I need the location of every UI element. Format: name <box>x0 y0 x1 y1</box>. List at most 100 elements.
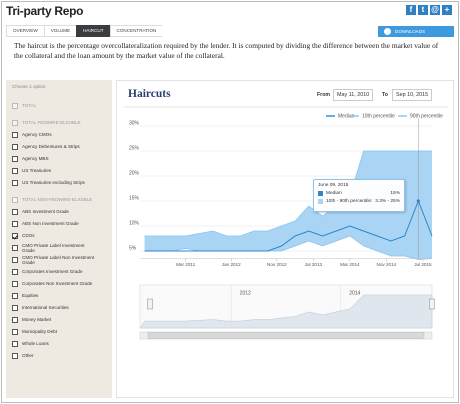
checkbox[interactable] <box>12 245 18 251</box>
tooltip-name: Median <box>326 191 342 196</box>
x-tick-label: Nov 2014 <box>376 261 397 267</box>
checkbox[interactable] <box>12 257 18 263</box>
checkbox[interactable] <box>12 197 18 203</box>
checkbox[interactable] <box>12 293 18 299</box>
option-label: Corporates Non Investment Grade <box>22 281 93 287</box>
option: CDOs <box>12 230 112 242</box>
option: Agency MBS <box>12 153 112 165</box>
option-group: TOTAL NON-FEDWIRE-ELIGIBLE <box>12 194 112 206</box>
option-label: ABS Investment Grade <box>22 209 69 215</box>
checkbox[interactable] <box>12 305 18 311</box>
option-label: Agency CMOs <box>22 132 52 138</box>
from-label: From <box>317 92 330 98</box>
option-label: TOTAL <box>22 103 37 109</box>
checkbox[interactable] <box>12 317 18 323</box>
sidebar: Choose 1 option TOTAL TOTAL FEDWIRE-ELIGI… <box>6 80 112 398</box>
option: Municipality Debt <box>12 326 112 338</box>
option: Corporates Investment Grade <box>12 266 112 278</box>
option-label: US Treasuries <box>22 168 52 174</box>
tooltip-date: June 09, 2015 <box>318 183 349 188</box>
option-label: Equities <box>22 293 39 299</box>
tooltip-name: 10th - 90th percentile: <box>326 199 373 204</box>
checkbox[interactable] <box>12 341 18 347</box>
option: Agency CMOs <box>12 129 112 141</box>
option: US Treasuries excluding Strips <box>12 177 112 189</box>
checkbox[interactable] <box>12 353 18 359</box>
checkbox[interactable] <box>12 103 18 109</box>
page-title: Tri-party Repo <box>6 4 84 18</box>
option-label: CDOs <box>22 233 35 239</box>
share-icon[interactable]: t <box>418 5 428 15</box>
option-label: Agency MBS <box>22 156 49 162</box>
option: Whole Loans <box>12 338 112 350</box>
x-tick-label: Jul 2015 <box>414 261 432 267</box>
tooltip-row: 10th - 90th percentile: 3.3% - 25% <box>318 199 400 204</box>
option: Money Market <box>12 314 112 326</box>
downloads-button[interactable]: DOWNLOADS <box>378 26 454 37</box>
sidebar-prompt: Choose 1 option <box>12 84 46 89</box>
option-label: Money Market <box>22 317 52 323</box>
tooltip-swatch <box>318 199 323 204</box>
tab-bar: OVERVIEW VOLUME HAIRCUT CONCENTRATION <box>6 25 163 37</box>
share-icon[interactable]: f <box>406 5 416 15</box>
option-label: Whole Loans <box>22 341 49 347</box>
option-label: International Securities <box>22 305 69 311</box>
option: International Securities <box>12 302 112 314</box>
option-label: Municipality Debt <box>22 329 57 335</box>
option-label: Other <box>22 353 34 359</box>
x-tick-label: Jan 2012 <box>221 261 241 267</box>
option-label: TOTAL NON-FEDWIRE-ELIGIBLE <box>22 197 93 203</box>
option: Corporates Non Investment Grade <box>12 278 112 290</box>
option: Agency Debentures & Strips <box>12 141 112 153</box>
checkbox[interactable] <box>12 168 18 174</box>
tooltip: June 09, 2015 Median 15% 10th - 90th percen… <box>313 179 405 212</box>
option-group: TOTAL FEDWIRE-ELIGIBLE <box>12 117 112 129</box>
checkbox[interactable] <box>12 329 18 335</box>
checkbox[interactable] <box>12 132 18 138</box>
share-icon[interactable]: @ <box>430 5 440 15</box>
share-icons: f t @ + <box>406 5 452 15</box>
option-label: US Treasuries excluding Strips <box>22 180 85 186</box>
option-label: ABS Non Investment Grade <box>22 221 79 227</box>
chart-title: Haircuts <box>128 88 171 100</box>
tab[interactable]: HAIRCUT <box>76 25 110 37</box>
option: CMO Private Label Non Investment Grade <box>12 254 112 266</box>
x-tick-label: Mar 2014 <box>340 261 360 267</box>
option-label: Agency Debentures & Strips <box>22 144 80 150</box>
checkbox[interactable] <box>12 269 18 275</box>
option: ABS Non Investment Grade <box>12 218 112 230</box>
x-tick-label: Jul 2013 <box>304 261 323 267</box>
option: ABS Investment Grade <box>12 206 112 218</box>
chart-panel <box>116 80 454 398</box>
checkbox[interactable] <box>12 120 18 126</box>
tooltip-swatch <box>318 191 323 196</box>
from-input[interactable]: May 11, 2010 <box>333 89 374 101</box>
tooltip-value: 3.3% - 25% <box>375 199 400 204</box>
checkbox[interactable] <box>12 281 18 287</box>
checkbox[interactable] <box>12 233 18 239</box>
tab[interactable]: OVERVIEW <box>6 25 44 37</box>
tooltip-row: Median 15% <box>318 191 400 196</box>
x-tick-label: Mar 2011 <box>176 261 196 267</box>
option: Other <box>12 350 112 362</box>
checkbox[interactable] <box>12 180 18 186</box>
checkbox[interactable] <box>12 221 18 227</box>
checkbox[interactable] <box>12 144 18 150</box>
description: The haircut is the percentage overcollat… <box>14 41 439 60</box>
checkbox[interactable] <box>12 209 18 215</box>
tab[interactable]: VOLUME <box>43 25 77 37</box>
share-icon[interactable]: + <box>442 5 452 15</box>
option-group: TOTAL <box>12 100 112 112</box>
option-label: CMO Private Label Non Investment Grade <box>22 254 95 265</box>
to-label: To <box>382 92 388 98</box>
tooltip-value: 15% <box>390 191 400 196</box>
option-label: Corporates Investment Grade <box>22 269 83 275</box>
tab[interactable]: CONCENTRATION <box>109 25 163 37</box>
option-label: CMO Private Label Investment Grade <box>22 242 85 253</box>
option: CMO Private Label Investment Grade <box>12 242 112 254</box>
to-input[interactable]: Sep 10, 2015 <box>392 89 433 101</box>
x-tick-label: Nov 2012 <box>267 261 287 267</box>
option: Equities <box>12 290 112 302</box>
checkbox[interactable] <box>12 156 18 162</box>
